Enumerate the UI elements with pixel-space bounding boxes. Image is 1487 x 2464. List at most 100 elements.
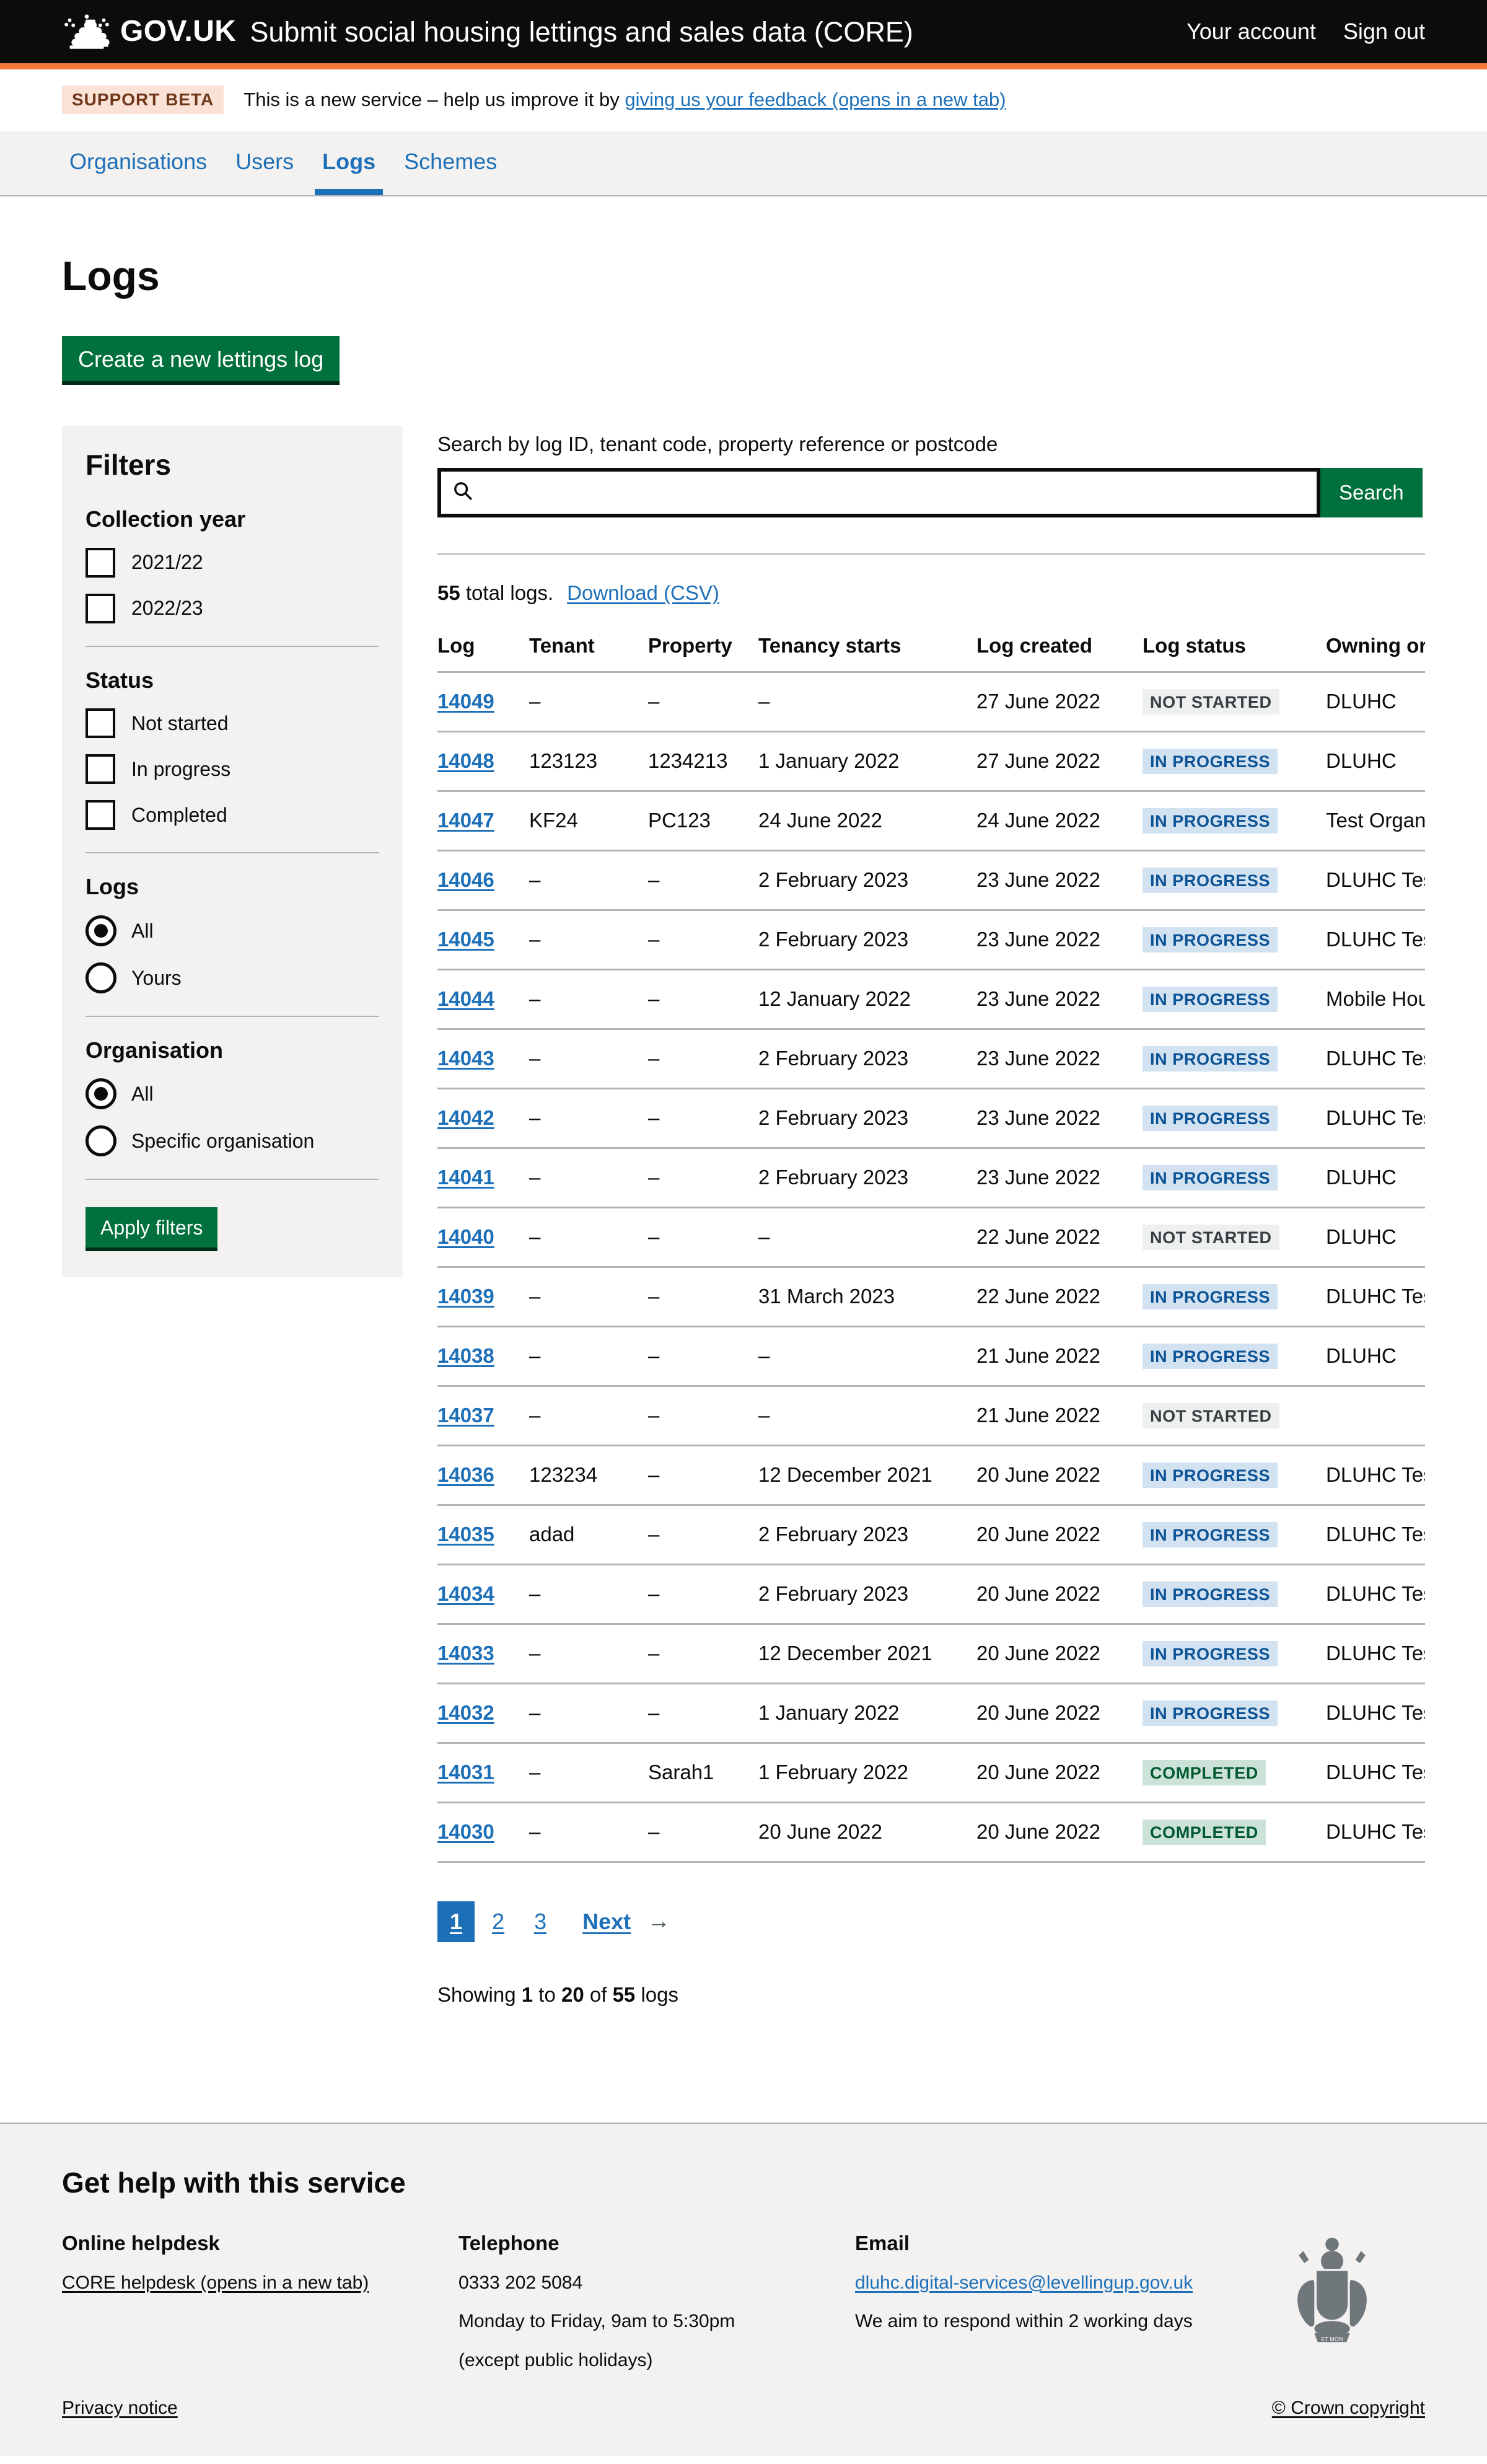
- cell-owning-organisation: DLUHC: [1326, 672, 1425, 733]
- log-id-link[interactable]: 14045: [437, 928, 494, 951]
- support-email-link[interactable]: dluhc.digital-services@levellingup.gov.u…: [855, 2272, 1193, 2293]
- filter-radio-org-specific[interactable]: Specific organisation: [86, 1125, 379, 1157]
- cell-log-id: 14034: [437, 1564, 529, 1625]
- log-id-link[interactable]: 14042: [437, 1106, 494, 1130]
- cell-log-status: Completed: [1143, 1743, 1326, 1803]
- log-id-link[interactable]: 14036: [437, 1463, 494, 1487]
- cell-log-id: 14044: [437, 969, 529, 1030]
- cell-tenancy-starts: 1 January 2022: [758, 731, 976, 792]
- radio-icon[interactable]: [86, 1078, 116, 1110]
- filter-checkbox-completed[interactable]: Completed: [86, 800, 379, 830]
- cell-tenant: –: [529, 850, 648, 911]
- log-id-link[interactable]: 14048: [437, 749, 494, 773]
- log-id-link[interactable]: 14040: [437, 1225, 494, 1249]
- status-badge: Not started: [1143, 689, 1279, 715]
- filter-divider: [86, 1015, 379, 1017]
- radio-icon[interactable]: [86, 915, 116, 946]
- pagination-page-1[interactable]: 1: [437, 1901, 475, 1942]
- core-helpdesk-link[interactable]: CORE helpdesk (opens in a new tab): [62, 2272, 369, 2293]
- search-form: Search: [437, 467, 1425, 517]
- crown-copyright-link[interactable]: © Crown copyright: [1271, 2398, 1425, 2419]
- cell-property: 1234213: [648, 731, 758, 792]
- sign-out-link[interactable]: Sign out: [1343, 19, 1425, 44]
- log-id-link[interactable]: 14031: [437, 1761, 494, 1784]
- filter-group-logs: Logs All Yours: [86, 874, 379, 993]
- table-row: 14037– – –21 June 2022 Not started: [437, 1386, 1425, 1446]
- privacy-notice-link[interactable]: Privacy notice: [62, 2398, 178, 2419]
- showing-prefix: Showing: [437, 1982, 522, 2006]
- footer-column-heading: Telephone: [458, 2231, 559, 2255]
- filter-radio-org-all[interactable]: All: [86, 1078, 379, 1110]
- log-id-link[interactable]: 14030: [437, 1820, 494, 1844]
- cell-log-created: 23 June 2022: [976, 1148, 1143, 1208]
- download-csv-link[interactable]: Download (CSV): [567, 581, 719, 604]
- log-id-link[interactable]: 14032: [437, 1701, 494, 1725]
- cell-property: –: [648, 1386, 758, 1446]
- cell-log-status: In progress: [1143, 910, 1326, 970]
- filter-group-status: Status Not started In progress Completed: [86, 667, 379, 830]
- pagination-next-link[interactable]: Next: [582, 1908, 631, 1934]
- filter-checkbox-in-progress[interactable]: In progress: [86, 754, 379, 785]
- results-panel: Search by log ID, tenant code, property …: [437, 426, 1425, 2006]
- log-id-link[interactable]: 14035: [437, 1523, 494, 1546]
- table-row: 14036 123234–12 December 2021 20 June 2022…: [437, 1445, 1425, 1506]
- cell-owning-organisation: DLUHC Test Org: [1326, 1445, 1425, 1506]
- filter-checkbox-2021-22[interactable]: 2021/22: [86, 547, 379, 578]
- search-input[interactable]: [482, 480, 1305, 505]
- nav-item-users[interactable]: Users: [235, 149, 294, 174]
- logs-table-scroll[interactable]: Log Tenant Property Tenancy starts Log c…: [437, 633, 1425, 1863]
- radio-icon[interactable]: [86, 962, 116, 993]
- your-account-link[interactable]: Your account: [1187, 19, 1316, 44]
- filters-heading: Filters: [86, 449, 172, 482]
- showing-suffix: logs: [635, 1982, 678, 2006]
- status-badge: In progress: [1143, 1700, 1278, 1726]
- cell-log-id: 14049: [437, 672, 529, 733]
- feedback-link[interactable]: giving us your feedback (opens in a new …: [625, 89, 1006, 110]
- cell-tenancy-starts: –: [758, 1386, 976, 1446]
- log-id-link[interactable]: 14046: [437, 868, 494, 892]
- log-id-link[interactable]: 14044: [437, 987, 494, 1011]
- table-row: 14040– – –22 June 2022 Not started DLUHC: [437, 1207, 1425, 1268]
- cell-log-id: 14038: [437, 1326, 529, 1387]
- checkbox-icon[interactable]: [86, 708, 115, 739]
- cell-owning-organisation: DLUHC Test Org: [1326, 1624, 1425, 1684]
- checkbox-icon[interactable]: [86, 547, 115, 578]
- checkbox-icon[interactable]: [86, 754, 115, 785]
- cell-log-id: 14041: [437, 1148, 529, 1208]
- search-input-wrapper[interactable]: [437, 467, 1320, 517]
- cell-log-id: 14043: [437, 1029, 529, 1089]
- filter-checkbox-not-started[interactable]: Not started: [86, 708, 379, 739]
- search-button[interactable]: Search: [1320, 467, 1423, 517]
- filter-radio-logs-yours[interactable]: Yours: [86, 962, 379, 993]
- cell-owning-organisation: DLUHC Test Org: [1326, 1088, 1425, 1149]
- log-id-link[interactable]: 14037: [437, 1404, 494, 1427]
- log-id-link[interactable]: 14039: [437, 1285, 494, 1308]
- radio-icon[interactable]: [86, 1125, 116, 1157]
- filter-checkbox-2022-23[interactable]: 2022/23: [86, 593, 379, 623]
- cell-log-created: 20 June 2022: [976, 1624, 1143, 1684]
- cell-tenancy-starts: 1 January 2022: [758, 1683, 976, 1744]
- filter-radio-logs-all[interactable]: All: [86, 915, 379, 946]
- apply-filters-button[interactable]: Apply filters: [86, 1207, 218, 1252]
- log-id-link[interactable]: 14049: [437, 690, 494, 713]
- nav-item-organisations[interactable]: Organisations: [69, 149, 208, 174]
- checkbox-icon[interactable]: [86, 593, 115, 623]
- pagination-page-3[interactable]: 3: [534, 1908, 547, 1934]
- create-lettings-log-button[interactable]: Create a new lettings log: [62, 335, 340, 385]
- cell-log-created: 20 June 2022: [976, 1743, 1143, 1803]
- cell-log-status: In progress: [1143, 1564, 1326, 1625]
- pagination-page-2[interactable]: 2: [492, 1908, 505, 1934]
- nav-item-schemes[interactable]: Schemes: [404, 149, 498, 174]
- cell-log-status: In progress: [1143, 1267, 1326, 1327]
- nav-item-logs[interactable]: Logs: [315, 131, 384, 196]
- log-id-link[interactable]: 14043: [437, 1047, 494, 1070]
- log-id-link[interactable]: 14033: [437, 1642, 494, 1665]
- log-id-link[interactable]: 14038: [437, 1344, 494, 1368]
- checkbox-icon[interactable]: [86, 800, 115, 830]
- cell-tenant: –: [529, 672, 648, 733]
- cell-owning-organisation: DLUHC Test Org: [1326, 1683, 1425, 1744]
- log-id-link[interactable]: 14041: [437, 1166, 494, 1189]
- cell-owning-organisation: DLUHC Test Org: [1326, 1029, 1425, 1089]
- log-id-link[interactable]: 14034: [437, 1582, 494, 1606]
- log-id-link[interactable]: 14047: [437, 809, 494, 832]
